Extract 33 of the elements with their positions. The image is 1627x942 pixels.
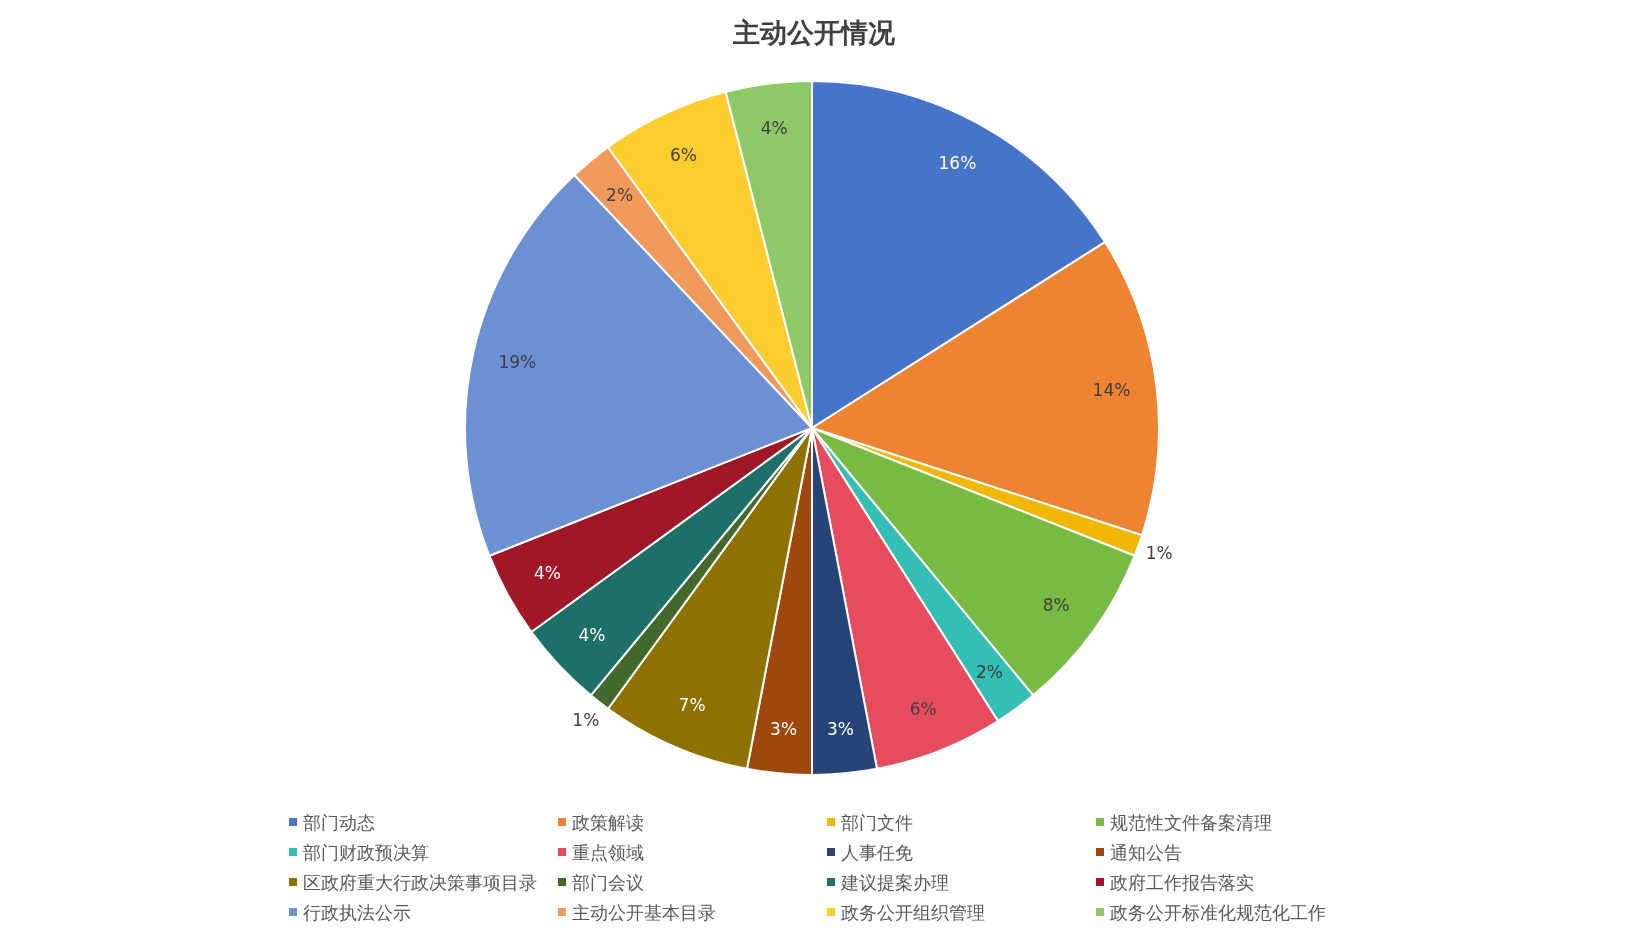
legend-label: 行政执法公示 [303, 901, 411, 923]
legend-label: 政务公开组织管理 [841, 901, 985, 923]
legend-label: 区政府重大行政决策事项目录 [303, 871, 537, 893]
legend-label: 部门会议 [572, 871, 644, 893]
legend-label: 人事任免 [841, 841, 913, 863]
legend-label: 政府工作报告落实 [1110, 871, 1254, 893]
legend-label: 建议提案办理 [840, 871, 949, 893]
data-label: 4% [578, 624, 606, 645]
data-label: 4% [533, 563, 561, 584]
data-label: 14% [1092, 380, 1131, 401]
data-label: 2% [975, 662, 1003, 683]
data-label: 16% [938, 153, 977, 174]
legend-label: 部门财政预决算 [303, 841, 429, 863]
legend-label: 规范性文件备案清理 [1110, 811, 1272, 833]
data-label: 6% [909, 698, 937, 719]
data-label: 3% [826, 718, 854, 739]
legend-label: 政务公开标准化规范化工作 [1110, 901, 1326, 923]
legend-label: 重点领域 [572, 841, 644, 863]
data-label: 2% [606, 185, 634, 206]
legend-label: 部门文件 [841, 811, 913, 833]
chart-title: 主动公开情况 [731, 17, 896, 48]
legend-label: 政策解读 [572, 811, 644, 833]
data-label: 4% [760, 118, 788, 139]
data-label: 6% [669, 144, 697, 165]
data-label: 3% [770, 718, 798, 739]
legend-label: 部门动态 [303, 811, 375, 833]
legend-label: 通知公告 [1110, 841, 1182, 863]
data-label: 1% [572, 709, 600, 730]
legend-label: 主动公开基本目录 [572, 901, 716, 923]
data-label: 1% [1145, 542, 1173, 563]
data-label: 7% [678, 695, 706, 716]
data-label: 19% [498, 352, 537, 373]
data-label: 8% [1042, 595, 1070, 616]
